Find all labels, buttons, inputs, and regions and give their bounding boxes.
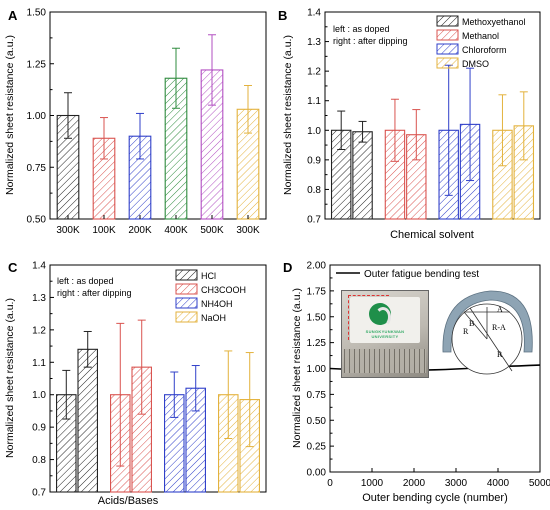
panel-c-ytick-label: 1.0 [32,390,46,401]
panel-b-xlabel: Chemical solvent [390,229,474,241]
bent-film-shape [442,290,533,353]
panel-d-ytick-label: 2.00 [307,261,327,272]
panel-c-ytick-label: 1.4 [32,261,46,272]
panel-d-chart: 0.00 0.25 0.50 0.75 1.00 1.25 1.50 1.75 2.00 0 100… [291,261,550,505]
legend-label-nh4oh: NH4OH [201,299,233,309]
panel-c-legend: HCl CH3COOH NH4OH NaOH [175,269,246,323]
panel-d-xtick-label: 5000 [529,478,550,489]
panel-d-xtick-label: 1000 [361,478,384,489]
legend-label-dmso: DMSO [462,59,489,69]
photo-caption: SUNGKYUNKWAN UNIVERSITY [365,329,405,339]
panel-b-ytick-label: 1.2 [307,67,321,78]
panel-d-ytick-label: 0.25 [307,442,327,453]
panel-letter-b: B [278,8,287,23]
panel-d-xtick-label: 0 [327,478,333,489]
panel-d-ytick-label: 1.75 [307,286,327,297]
panel-b-ytick-label: 1.1 [307,96,321,107]
university-logo [369,303,391,327]
panel-a-ytick-label: 1.25 [27,59,47,70]
panel-c-bar [77,348,98,493]
panel-letter-d: D [283,260,292,275]
panel-d-ytick-label: 0.00 [307,468,327,479]
sample-photo: SUNGKYUNKWAN UNIVERSITY [341,290,429,378]
diameter-line [469,307,513,372]
panel-a-xtick-label: 200K [128,225,152,236]
panel-d-xtick-label: 2000 [403,478,426,489]
panel-a-ytick-label: 1.00 [27,111,47,122]
legend-swatch-methanol [436,29,459,41]
panel-a-ytick-label: 1.50 [27,8,47,19]
panel-c-ytick-label: 0.9 [32,423,46,434]
panel-c-chart: 0.7 0.8 0.9 1.0 1.1 1.2 1.3 1.4 left : as doped… [4,261,267,507]
panel-a-ytick-label: 0.50 [27,215,47,226]
panel-b-annotation-line2: right : after dipping [333,36,408,46]
panel-b-ytick-label: 0.8 [307,185,321,196]
diagram-label-r-a: R-A [492,323,506,332]
panel-a-xtick-label: 500K [200,225,224,236]
panel-d-ytick-label: 1.00 [307,364,327,375]
panel-c-ytick-label: 1.3 [32,293,46,304]
panel-b-ytick-label: 1.0 [307,126,321,137]
legend-swatch-nh4oh [175,297,198,309]
panel-c-ylabel: Normalized sheet resistance (a.u.) [4,298,16,458]
panel-letter-a: A [8,8,18,23]
panel-a-chart: 0.50 0.75 1.00 1.25 1.50 300K 100K 200K 400K 500K… [4,8,267,236]
panel-c-ytick-label: 1.2 [32,325,46,336]
bending-diagram: A B R R-A R [442,290,533,375]
panel-c-annotation-line2: right : after dipping [57,288,132,298]
radius-line [463,311,488,340]
panel-a-xtick-label: 100K [92,225,116,236]
panel-d-ytick-label: 1.25 [307,338,327,349]
panel-d-xtick-label: 3000 [445,478,468,489]
panel-d-xtick-label: 4000 [487,478,510,489]
diagram-label-a: A [497,305,503,314]
panel-c-xlabel: Acids/Bases [98,495,159,507]
panel-letter-c: C [8,260,18,275]
panel-d-ytick-label: 0.75 [307,390,327,401]
legend-label-chloroform: Chloroform [462,45,507,55]
legend-swatch-naoh [175,311,198,323]
panel-c-ytick-label: 0.8 [32,455,46,466]
panel-b-ylabel: Normalized sheet resistance (a.u.) [282,35,294,195]
panel-a-ylabel: Normalized sheet resistance (a.u.) [4,35,16,195]
panel-b-ytick-label: 1.4 [307,8,321,19]
panel-b-bar [352,131,373,220]
panel-b-legend: Methoxyethanol Methanol Chloroform DMSO [436,15,526,69]
panel-d-ylabel: Normalized sheet resistance (a.u.) [291,288,303,448]
legend-swatch-dmso [436,57,459,69]
panel-c-ytick-label: 0.7 [32,488,46,499]
legend-swatch-hcl [175,269,198,281]
panel-d-xlabel: Outer bending cycle (number) [362,492,508,504]
panel-d-legend-label: Outer fatigue bending test [364,269,479,280]
legend-label-naoh: NaOH [201,313,226,323]
diagram-label-r-bottom: R [497,350,503,359]
panel-d-ytick-label: 0.50 [307,416,327,427]
legend-label-hcl: HCl [201,271,216,281]
panel-a-xtick-label: 300K [236,225,260,236]
panel-d-ytick-label: 1.50 [307,312,327,323]
panel-b-ytick-label: 0.7 [307,215,321,226]
panel-a-xtick-label: 300K [56,225,80,236]
panel-c-annotation-line1: left : as doped [57,276,114,286]
panel-a-xtick-label: 400K [164,225,188,236]
legend-label-ch3cooh: CH3COOH [201,285,246,295]
legend-swatch-methoxyethanol [436,15,459,27]
diagram-label-r: R [463,327,469,336]
panel-b-ytick-label: 1.3 [307,37,321,48]
panel-a-ytick-label: 0.75 [27,163,47,174]
legend-label-methoxyethanol: Methoxyethanol [462,17,526,27]
panel-b-chart: 0.7 0.8 0.9 1.0 1.1 1.2 1.3 1.4 left : as doped… [282,8,541,241]
panel-a-frame [49,11,267,220]
legend-swatch-chloroform [436,43,459,55]
panel-b-annotation-line1: left : as doped [333,24,390,34]
photo-ruler [344,349,426,373]
panel-c-ytick-label: 1.1 [32,358,46,369]
diagram-label-b: B [469,319,474,328]
panel-b-ytick-label: 0.9 [307,155,321,166]
legend-label-methanol: Methanol [462,31,499,41]
photo-crop-marker [348,295,389,340]
legend-swatch-ch3cooh [175,283,198,295]
